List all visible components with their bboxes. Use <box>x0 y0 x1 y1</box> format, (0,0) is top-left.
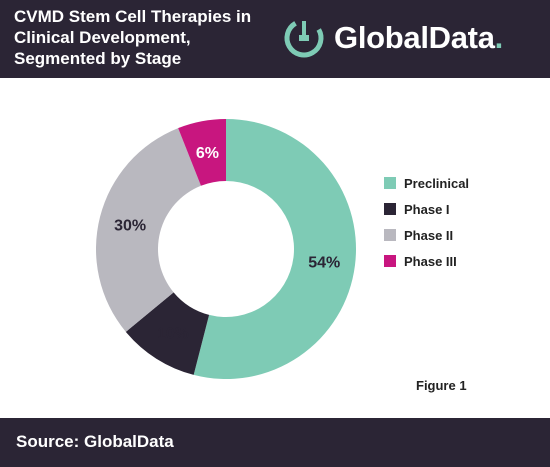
legend-label: Phase I <box>404 201 450 217</box>
chart-legend: Preclinical Phase I Phase II Phase III <box>384 170 544 274</box>
globaldata-logo: GlobalData. <box>282 14 503 62</box>
data-label-phase-ii: 30% <box>114 217 146 234</box>
slice-phase-iii <box>178 119 226 186</box>
chart-area: 54% 10% 30% 6% Preclinical Phase I Phase II Ph… <box>0 78 550 418</box>
data-label-phase-i: 10% <box>157 326 189 343</box>
globaldata-logo-icon <box>284 18 324 58</box>
chart-title: CVMD Stem Cell Therapies in Clinical Dev… <box>14 6 264 69</box>
legend-item-phase-iii: Phase III <box>384 248 544 274</box>
data-label-phase-iii: 6% <box>196 145 219 162</box>
logo-dot: . <box>494 20 504 55</box>
legend-item-preclinical: Preclinical <box>384 170 544 196</box>
title-line-2: Clinical Development, <box>14 28 191 47</box>
legend-item-phase-ii: Phase II <box>384 222 544 248</box>
data-label-preclinical: 54% <box>308 254 340 271</box>
source-text: Source: GlobalData <box>16 432 174 451</box>
figure-label: Figure 1 <box>416 378 467 393</box>
title-line-1: CVMD Stem Cell Therapies in <box>14 7 252 26</box>
slice-preclinical <box>193 119 357 379</box>
legend-swatch <box>384 203 396 215</box>
donut-chart: 54% 10% 30% 6% <box>95 119 357 379</box>
legend-label: Preclinical <box>404 175 470 191</box>
slice-phase-ii <box>95 128 201 332</box>
legend-swatch <box>384 177 396 189</box>
footer-bar: Source: GlobalData <box>0 418 550 467</box>
slice-phase-i <box>125 292 210 375</box>
header-bar: CVMD Stem Cell Therapies in Clinical Dev… <box>0 0 550 78</box>
legend-item-phase-i: Phase I <box>384 196 544 222</box>
legend-label: Phase II <box>404 227 454 243</box>
legend-label: Phase III <box>404 253 457 269</box>
title-line-3: Segmented by Stage <box>14 49 182 68</box>
legend-swatch <box>384 229 396 241</box>
logo-wordmark: GlobalData. <box>334 20 504 55</box>
legend-swatch <box>384 255 396 267</box>
